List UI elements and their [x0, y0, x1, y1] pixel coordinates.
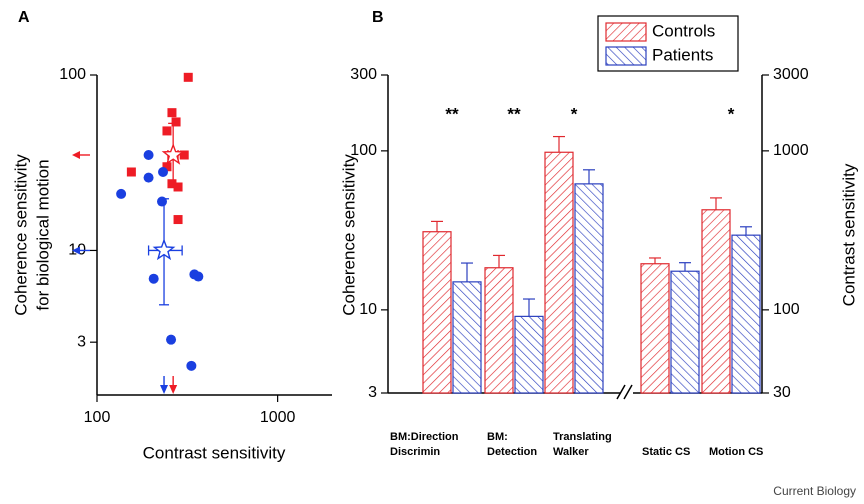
point — [156, 196, 167, 207]
point — [179, 150, 189, 160]
point — [186, 360, 197, 371]
legend-label: Controls — [652, 21, 715, 40]
x-tick-label: Static CS — [642, 446, 691, 458]
point — [126, 167, 136, 177]
bar — [514, 315, 544, 394]
x-tick-label: 1000 — [260, 409, 296, 426]
bar — [670, 270, 700, 394]
bar — [484, 267, 514, 394]
y2-tick-label: 30 — [773, 384, 791, 401]
y-axis-label: for biological motion — [33, 159, 52, 310]
point — [162, 126, 172, 136]
y-tick-label: 10 — [359, 301, 377, 318]
axis-break — [616, 384, 626, 400]
axis-break — [623, 384, 633, 400]
panel-label: A — [18, 9, 30, 26]
credit: Current Biology — [773, 484, 856, 498]
significance: * — [571, 104, 578, 123]
y-tick-label: 300 — [350, 66, 377, 83]
point — [158, 166, 169, 177]
bar — [731, 234, 761, 394]
mean-arrow-x-head — [160, 385, 169, 394]
y2-tick-label: 1000 — [773, 142, 809, 159]
x-tick-label: BM:Direction Discrimin — [390, 431, 459, 458]
y2-axis-label: Contrast sensitivity — [839, 163, 858, 306]
point — [173, 182, 183, 192]
x-tick-label: Motion CS — [709, 446, 764, 458]
legend-label: Patients — [652, 45, 713, 64]
bar — [574, 183, 604, 394]
point — [143, 149, 154, 160]
panel-label: B — [372, 9, 384, 26]
x-tick-label: Translating Walker — [553, 431, 612, 458]
point — [183, 72, 193, 82]
significance: ** — [445, 104, 459, 123]
point — [171, 117, 181, 127]
y-tick-label: 3 — [368, 384, 377, 401]
y-tick-label: 3 — [77, 333, 86, 350]
bar — [544, 151, 574, 394]
y2-tick-label: 100 — [773, 301, 800, 318]
y2-tick-label: 3000 — [773, 66, 809, 83]
mean-arrow-y-head — [72, 246, 80, 255]
mean-arrow-x-head — [169, 385, 178, 394]
point — [116, 188, 127, 199]
mean-star — [152, 238, 176, 261]
point — [166, 334, 177, 345]
legend-swatch — [605, 22, 647, 42]
mean-arrow-y-head — [72, 150, 80, 159]
point — [143, 172, 154, 183]
significance: * — [728, 104, 735, 123]
y-axis-label: Coherence sensitivity — [11, 154, 30, 316]
legend-swatch — [605, 46, 647, 66]
bar — [640, 263, 670, 394]
point — [193, 271, 204, 282]
y-axis-label: Coherence sensitivity — [339, 154, 358, 316]
significance: ** — [507, 104, 521, 123]
y-tick-label: 100 — [350, 142, 377, 159]
bar — [701, 209, 731, 394]
bar — [422, 231, 452, 394]
point — [162, 162, 172, 172]
bar — [452, 281, 482, 394]
x-axis-label: Contrast sensitivity — [143, 443, 286, 462]
mean-star — [161, 142, 185, 165]
y-tick-label: 100 — [59, 66, 86, 83]
x-tick-label: BM: Detection — [487, 431, 538, 458]
point — [167, 108, 177, 118]
point — [173, 215, 183, 225]
x-tick-label: 100 — [84, 409, 111, 426]
point — [148, 273, 159, 284]
